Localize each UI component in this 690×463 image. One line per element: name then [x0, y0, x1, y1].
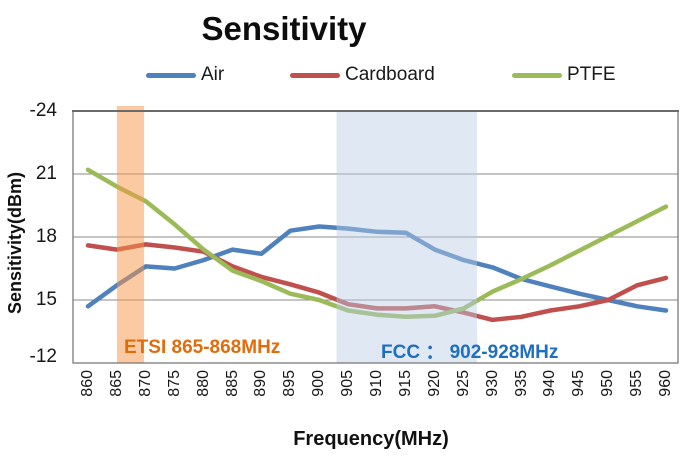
legend-item-air: Air — [146, 63, 224, 87]
x-axis-title: Frequency(MHz) — [293, 428, 449, 450]
x-tick-label: 900 — [310, 370, 328, 397]
legend-label: PTFE — [567, 64, 616, 85]
x-tick-label: 950 — [599, 370, 617, 397]
x-tick-label: 865 — [107, 370, 125, 397]
x-tick-label: 885 — [223, 370, 241, 397]
y-tick-label: -12 — [29, 346, 57, 367]
etsi-band — [116, 106, 145, 363]
legend-swatch-air — [146, 72, 196, 78]
x-tick-label: 945 — [570, 370, 588, 397]
x-tick-label: 910 — [368, 370, 385, 397]
y-tick-label: 18 — [35, 226, 57, 247]
x-tick-label: 920 — [425, 370, 443, 397]
x-tick-label: 935 — [512, 370, 530, 397]
x-tick-label: 895 — [281, 370, 299, 397]
series-line-cardboard — [85, 242, 669, 323]
x-tick-label: 955 — [628, 370, 646, 397]
x-tick-label: 870 — [136, 370, 154, 397]
x-tick-label: 880 — [194, 370, 212, 397]
series-line-ptfe — [85, 167, 669, 320]
legend-label: Cardboard — [345, 64, 435, 85]
x-tick-label: 925 — [454, 370, 472, 397]
chart-title: Sensitivity — [201, 10, 367, 47]
y-tick-label: 21 — [35, 163, 57, 184]
legend: Air Cardboard PTFE — [0, 63, 690, 87]
legend-label: Air — [201, 64, 225, 85]
legend-item-ptfe: PTFE — [512, 63, 616, 87]
x-tick-label: 860 — [79, 370, 96, 397]
x-tick-label: 890 — [252, 370, 270, 397]
legend-swatch-ptfe — [512, 72, 562, 78]
y-tick-label: 15 — [35, 289, 57, 310]
y-tick-label: -24 — [29, 100, 57, 121]
fcc-band — [336, 111, 477, 363]
legend-swatch-cardboard — [290, 72, 340, 78]
x-tick-label: 930 — [483, 370, 501, 397]
legend-item-cardboard: Cardboard — [290, 63, 435, 87]
x-tick-label: 915 — [396, 370, 414, 397]
x-tick-label: 940 — [541, 370, 559, 397]
fcc-band-label: FCC ： 902-928MHz — [381, 342, 559, 363]
x-tick-label: 875 — [165, 370, 183, 397]
etsi-band-label: ETSI 865-868MHz — [124, 337, 281, 358]
x-tick-label: 960 — [657, 370, 674, 397]
x-tick-label: 905 — [339, 370, 357, 397]
series-line-air — [85, 224, 669, 313]
